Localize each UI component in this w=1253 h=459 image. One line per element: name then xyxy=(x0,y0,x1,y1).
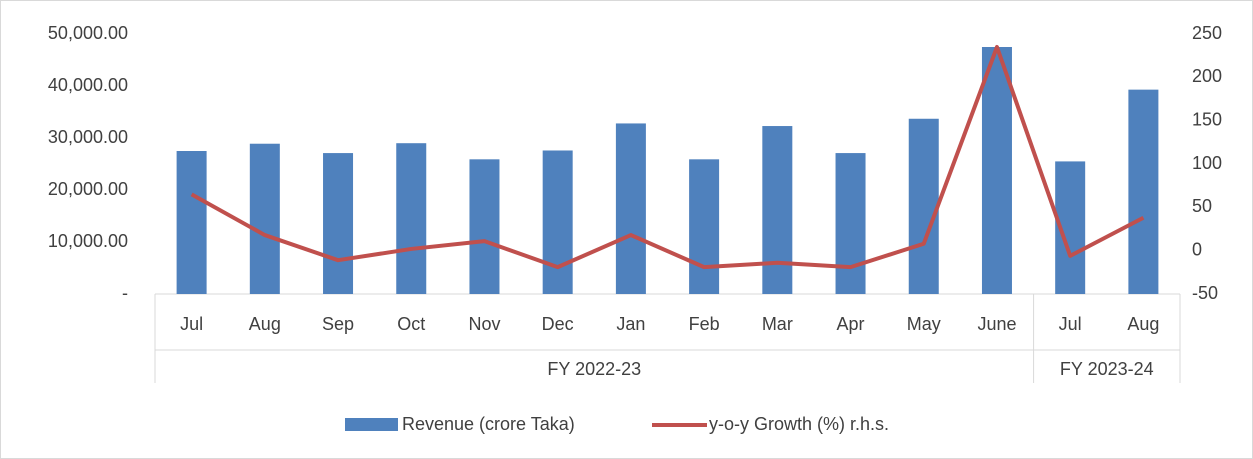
x-tick-label: Oct xyxy=(397,314,425,334)
bar xyxy=(249,143,280,294)
bar xyxy=(908,118,939,294)
x-tick-label: Dec xyxy=(542,314,574,334)
legend-label: Revenue (crore Taka) xyxy=(402,414,575,434)
y-tick-label: 40,000.00 xyxy=(48,75,128,95)
y2-tick-label: 250 xyxy=(1192,23,1222,43)
bar xyxy=(981,47,1012,294)
y2-tick-label: -50 xyxy=(1192,283,1218,303)
bar xyxy=(396,143,427,294)
y-tick-label: - xyxy=(122,283,128,303)
y-tick-label: 20,000.00 xyxy=(48,179,128,199)
bar xyxy=(835,153,866,294)
x-tick-label: Nov xyxy=(468,314,500,334)
x-tick-label: Mar xyxy=(762,314,793,334)
bar xyxy=(469,159,500,294)
bar xyxy=(689,159,720,294)
x-tick-label: Aug xyxy=(1127,314,1159,334)
legend-label: y-o-y Growth (%) r.h.s. xyxy=(709,414,889,434)
y2-tick-label: 50 xyxy=(1192,196,1212,216)
y-tick-label: 50,000.00 xyxy=(48,23,128,43)
group-label: FY 2023-24 xyxy=(1060,359,1154,379)
y-tick-label: 30,000.00 xyxy=(48,127,128,147)
x-tick-label: Feb xyxy=(689,314,720,334)
bar xyxy=(323,153,354,294)
x-tick-label: Jul xyxy=(1059,314,1082,334)
bar xyxy=(1128,89,1159,294)
x-tick-label: Sep xyxy=(322,314,354,334)
bar xyxy=(615,123,646,294)
line xyxy=(190,45,1145,270)
y2-tick-label: 0 xyxy=(1192,239,1202,259)
y2-tick-label: 200 xyxy=(1192,66,1222,86)
y2-tick-label: 100 xyxy=(1192,153,1222,173)
y-tick-label: 10,000.00 xyxy=(48,231,128,251)
group-label: FY 2022-23 xyxy=(547,359,641,379)
x-tick-label: Apr xyxy=(837,314,865,334)
legend-swatch xyxy=(345,418,398,431)
x-tick-label: June xyxy=(977,314,1016,334)
bar xyxy=(176,151,207,294)
bar xyxy=(762,126,793,294)
x-tick-label: May xyxy=(907,314,941,334)
x-tick-label: Jul xyxy=(180,314,203,334)
x-tick-label: Aug xyxy=(249,314,281,334)
x-tick-label: Jan xyxy=(616,314,645,334)
y2-tick-label: 150 xyxy=(1192,109,1222,129)
bar xyxy=(542,150,573,294)
